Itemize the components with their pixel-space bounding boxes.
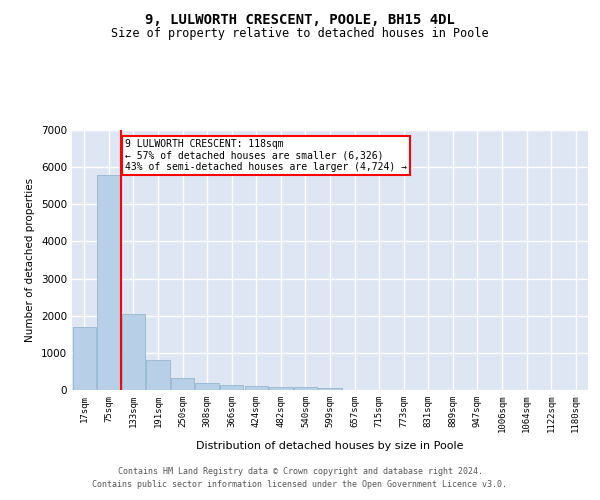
Y-axis label: Number of detached properties: Number of detached properties [25, 178, 35, 342]
Bar [196, 383, 219, 390]
X-axis label: Distribution of detached houses by size in Poole: Distribution of detached houses by size … [196, 441, 464, 451]
Bar [97, 174, 121, 390]
Bar [171, 378, 194, 390]
Bar [245, 386, 268, 390]
Text: Contains HM Land Registry data © Crown copyright and database right 2024.: Contains HM Land Registry data © Crown c… [118, 467, 482, 476]
Text: 9, LULWORTH CRESCENT, POOLE, BH15 4DL: 9, LULWORTH CRESCENT, POOLE, BH15 4DL [145, 12, 455, 26]
Bar [319, 388, 341, 390]
Bar [220, 385, 244, 390]
Bar [294, 388, 317, 390]
Text: Contains public sector information licensed under the Open Government Licence v3: Contains public sector information licen… [92, 480, 508, 489]
Bar [146, 360, 170, 390]
Bar [269, 387, 293, 390]
Text: 9 LULWORTH CRESCENT: 118sqm
← 57% of detached houses are smaller (6,326)
43% of : 9 LULWORTH CRESCENT: 118sqm ← 57% of det… [125, 140, 407, 172]
Bar [73, 327, 96, 390]
Bar [122, 314, 145, 390]
Text: Size of property relative to detached houses in Poole: Size of property relative to detached ho… [111, 28, 489, 40]
